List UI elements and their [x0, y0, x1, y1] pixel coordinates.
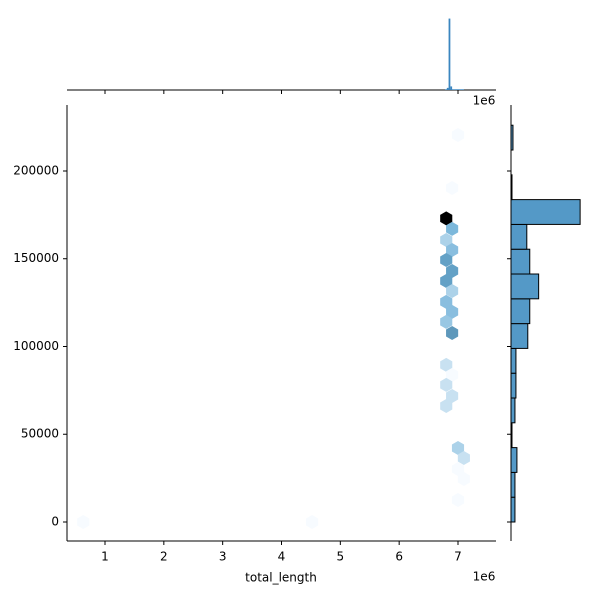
hexbin: [451, 440, 465, 455]
y-tick-label: 50000: [21, 427, 59, 441]
x-tick-label: 7: [454, 550, 462, 564]
right-hist-bar: [510, 447, 518, 473]
hexbin: [446, 242, 459, 257]
right-hist-bar: [510, 174, 513, 201]
x-tick-label: 6: [395, 550, 403, 564]
top-hist-bar: [446, 87, 449, 90]
top-hist-bar: [457, 89, 464, 90]
hexbin: [446, 221, 459, 236]
right-hist-bar: [510, 124, 514, 151]
hexbin: [446, 284, 459, 299]
top-hist-bar: [445, 89, 447, 90]
hexbin: [446, 304, 459, 319]
hexbin: [457, 472, 470, 486]
top-offset-label: 1e6: [473, 94, 496, 108]
x-tick-label: 3: [219, 550, 227, 564]
hexbin: [440, 211, 453, 226]
right-hist-bar: [510, 471, 516, 498]
hexbin: [440, 294, 453, 309]
hexbin: [440, 314, 453, 329]
right-hist-bar: [510, 248, 531, 275]
right-hist-bar: [510, 397, 516, 424]
right-hist-bar: [510, 199, 581, 225]
y-tick-label: 200000: [13, 163, 59, 177]
right-hist-bar: [510, 422, 513, 449]
y-tick-label: 0: [51, 514, 59, 528]
hexbin: [451, 462, 465, 476]
hexbin: [77, 515, 90, 529]
y-tick-label: 100000: [13, 339, 59, 353]
x-tick-label: 1: [101, 550, 109, 564]
right-hist-bar: [510, 372, 517, 399]
right-hist-bar: [510, 298, 531, 325]
right-hist-bar: [510, 273, 540, 300]
right-hist-bar: [510, 347, 517, 374]
top-hist-bar: [452, 89, 458, 90]
hexbin: [440, 274, 453, 289]
hexbin: [446, 388, 459, 403]
hexbin: [440, 252, 453, 267]
hexbin: [440, 357, 453, 372]
hexbin: [446, 181, 459, 196]
hexbin: [440, 377, 453, 392]
x-tick-label: 4: [278, 550, 286, 564]
x-offset-label: 1e6: [473, 570, 496, 584]
right-hist-bar: [510, 223, 528, 250]
right-hist-bar: [510, 323, 529, 349]
hexbin: [451, 493, 465, 508]
right-hist-bar: [510, 496, 516, 523]
hexbin: [440, 232, 453, 247]
x-tick-label: 2: [160, 550, 168, 564]
top-hist-bar: [450, 86, 453, 90]
hexbin: [457, 450, 470, 465]
y-tick-label: 150000: [13, 251, 59, 265]
top-hist-bar: [448, 18, 451, 91]
x-axis-label: total_length: [245, 571, 317, 585]
hexbin: [440, 398, 453, 413]
hexbin: [446, 264, 459, 279]
hexbin: [446, 325, 459, 340]
x-tick-label: 5: [337, 550, 345, 564]
hexbin: [306, 515, 319, 529]
hexbin: [451, 128, 465, 143]
hexbin: [446, 367, 459, 382]
